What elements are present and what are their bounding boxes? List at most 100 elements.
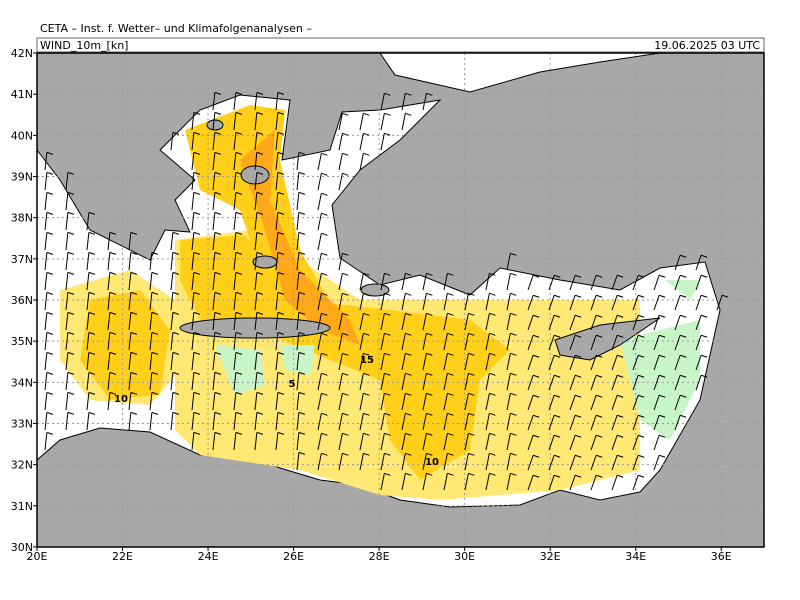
- barb-flag: [256, 371, 264, 375]
- wind-barb: [443, 473, 448, 491]
- barb-flag: [405, 272, 412, 276]
- barb-flag: [298, 431, 306, 435]
- barb-flag: [277, 411, 285, 415]
- wind-barb: [632, 435, 639, 451]
- wind-barb: [317, 373, 322, 391]
- barb-flag: [298, 171, 306, 175]
- barb-flag: [617, 474, 624, 478]
- barb-flag: [277, 91, 285, 95]
- barb-flag: [638, 334, 645, 338]
- barb-flag: [384, 472, 391, 476]
- wind-barb: [296, 392, 300, 411]
- wind-barb: [674, 255, 681, 271]
- barb-flag: [321, 392, 328, 396]
- wind-barb: [401, 433, 406, 451]
- wind-shade: [80, 290, 170, 400]
- wind-barb: [317, 433, 322, 451]
- barb-flag: [130, 251, 138, 255]
- barb-flag: [130, 291, 138, 295]
- wind-barb: [527, 355, 534, 371]
- barb-flag: [680, 334, 687, 338]
- wind-barb: [149, 412, 153, 431]
- wind-barb: [128, 392, 132, 411]
- wind-barb: [695, 375, 702, 391]
- barb-flag: [67, 371, 75, 375]
- wind-barb: [401, 93, 406, 111]
- wind-barb: [464, 293, 469, 311]
- wind-barb: [506, 253, 511, 271]
- wind-barb: [401, 373, 406, 391]
- barb-flag: [489, 372, 496, 376]
- wind-barb: [611, 435, 618, 451]
- wind-barb: [275, 292, 279, 311]
- barb-flag: [67, 171, 75, 175]
- wind-barb: [128, 272, 132, 291]
- wind-barb: [149, 252, 153, 271]
- wind-barb: [86, 312, 90, 331]
- wind-barb: [632, 375, 639, 391]
- barb-flag: [193, 251, 201, 255]
- wind-barb: [548, 375, 555, 391]
- wind-barb: [212, 152, 216, 171]
- wind-barb: [359, 333, 364, 351]
- barb-flag: [659, 434, 666, 438]
- barb-flag: [489, 472, 496, 476]
- wind-barb: [380, 473, 385, 491]
- barb-flag: [172, 271, 180, 275]
- wind-barb: [149, 292, 153, 311]
- barb-flag: [151, 411, 159, 415]
- barb-flag: [363, 432, 370, 436]
- barb-flag: [46, 351, 54, 355]
- barb-flag: [298, 271, 306, 275]
- contour-label: 10: [114, 394, 128, 405]
- barb-flag: [256, 391, 264, 395]
- barb-flag: [67, 331, 75, 335]
- wind-barb: [338, 333, 343, 351]
- wind-barb: [149, 392, 153, 411]
- wind-barb: [170, 232, 174, 251]
- barb-flag: [426, 432, 433, 436]
- wind-barb: [86, 412, 90, 431]
- barb-flag: [277, 311, 285, 315]
- barb-flag: [298, 451, 306, 455]
- wind-barb: [611, 415, 618, 431]
- barb-flag: [638, 314, 645, 318]
- barb-flag: [659, 314, 666, 318]
- wind-barb: [317, 413, 322, 431]
- wind-barb: [254, 412, 258, 431]
- wind-barb: [527, 315, 534, 331]
- barb-flag: [67, 211, 75, 215]
- barb-flag: [384, 392, 391, 396]
- barb-flag: [447, 472, 454, 476]
- barb-flag: [342, 372, 349, 376]
- wind-barb: [464, 373, 469, 391]
- wind-barb: [191, 252, 195, 271]
- wind-barb: [506, 473, 511, 491]
- barb-flag: [172, 131, 180, 135]
- wind-barb: [464, 333, 469, 351]
- wind-barb: [359, 133, 364, 151]
- barb-flag: [468, 412, 475, 416]
- wind-barb: [254, 372, 258, 391]
- barb-flag: [277, 131, 285, 135]
- wind-barb: [275, 232, 279, 251]
- wind-barb: [128, 332, 132, 351]
- wind-barb: [380, 293, 385, 311]
- wind-barb: [254, 212, 258, 231]
- wind-barb: [191, 152, 195, 171]
- wind-barb: [464, 453, 469, 471]
- wind-barb: [632, 355, 639, 371]
- wind-barb: [590, 435, 597, 451]
- wind-barb: [107, 232, 111, 251]
- wind-barb: [548, 475, 555, 491]
- barb-flag: [405, 92, 412, 96]
- barb-flag: [214, 411, 222, 415]
- barb-flag: [277, 251, 285, 255]
- barb-flag: [277, 331, 285, 335]
- wind-barb: [380, 113, 385, 131]
- wind-barb: [506, 453, 511, 471]
- barb-flag: [447, 452, 454, 456]
- wind-barb: [233, 432, 237, 451]
- wind-barb: [275, 252, 279, 271]
- barb-flag: [172, 411, 180, 415]
